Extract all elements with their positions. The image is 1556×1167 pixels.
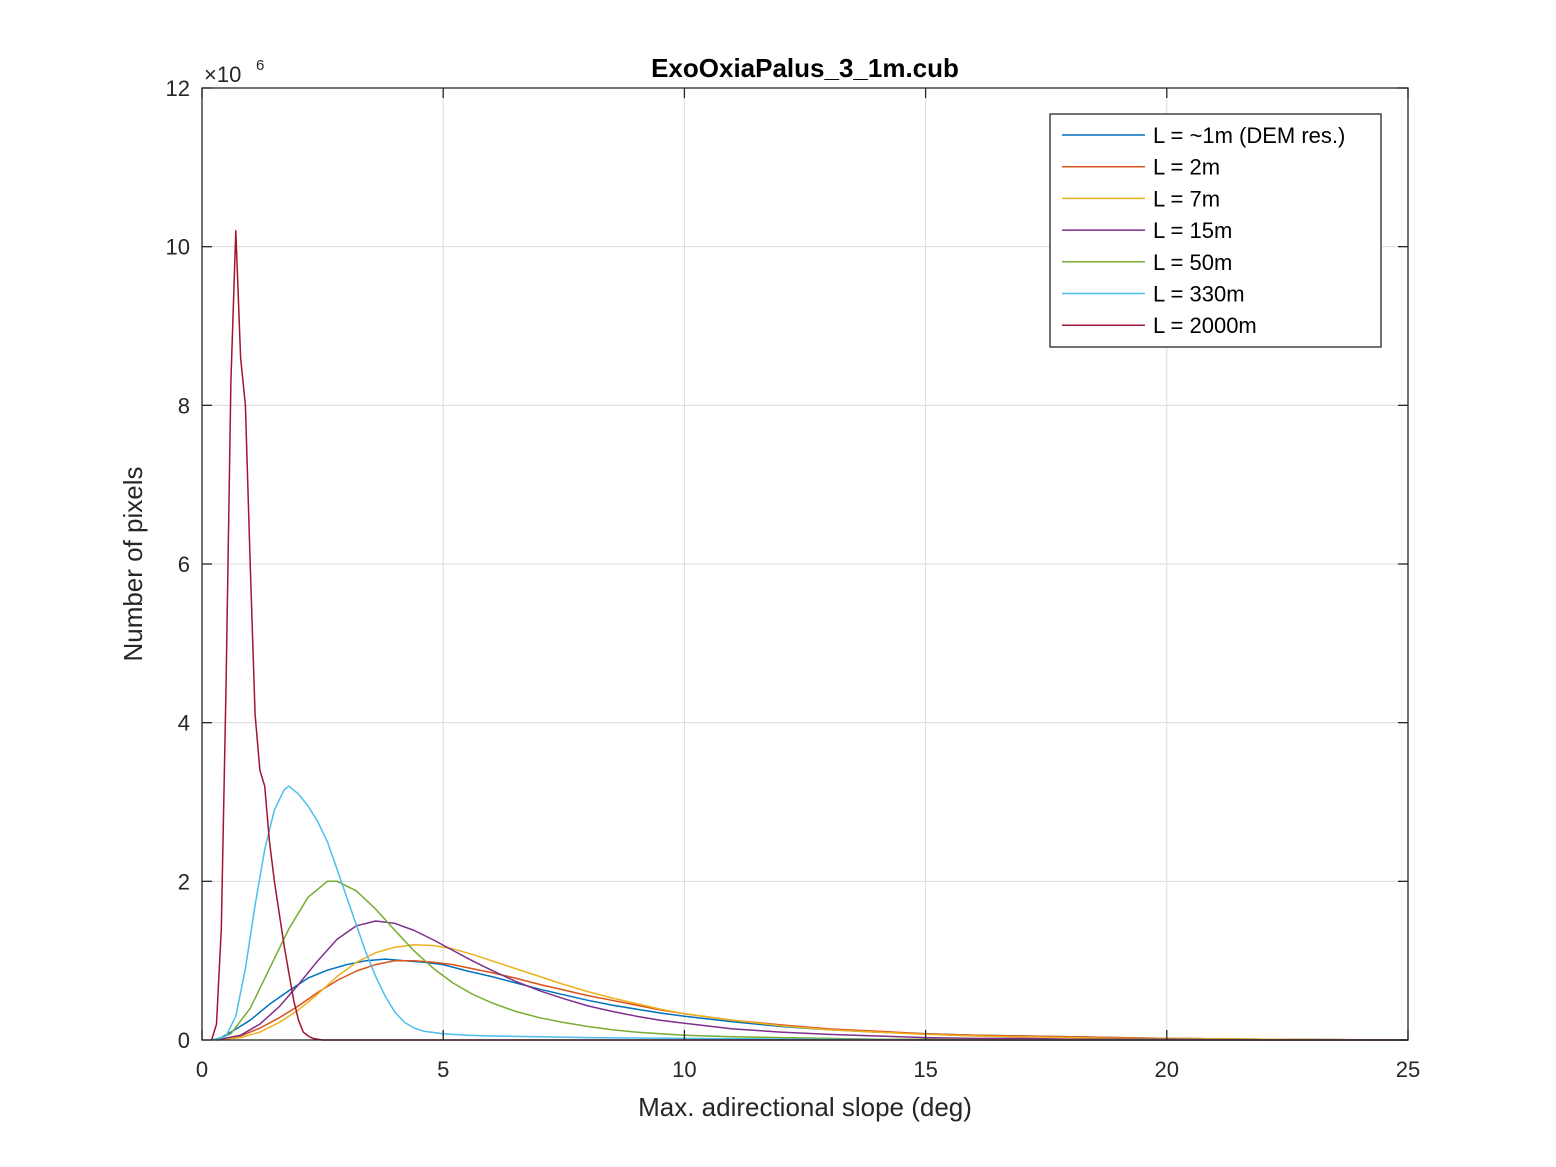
legend-label-6: L = 2000m: [1153, 313, 1257, 338]
y-tick-label: 2: [178, 869, 190, 894]
series-line-6: [210, 230, 1408, 1041]
series-line-4: [216, 880, 1408, 1041]
x-tick-label: 0: [196, 1057, 208, 1082]
y-tick-label: 4: [178, 711, 190, 736]
x-tick-label: 5: [437, 1057, 449, 1082]
series-line-3: [216, 920, 1408, 1041]
legend-label-0: L = ~1m (DEM res.): [1153, 123, 1345, 148]
legend-label-3: L = 15m: [1153, 218, 1232, 243]
legend-label-4: L = 50m: [1153, 250, 1232, 275]
y-multiplier-exponent: 6: [256, 57, 264, 74]
legend-label-5: L = 330m: [1153, 282, 1245, 307]
series-line-1: [216, 959, 1409, 1041]
legend-label-2: L = 7m: [1153, 186, 1220, 211]
y-multiplier-base: ×10: [204, 62, 241, 87]
y-tick-label: 8: [178, 393, 190, 418]
x-axis-label: Max. adirectional slope (deg): [638, 1092, 972, 1122]
ticks: 0 5 10 15 20 25 0 2 4 6 8 10 12: [166, 76, 1421, 1082]
series-line-5: [211, 785, 1408, 1041]
x-tick-label: 25: [1396, 1057, 1420, 1082]
y-tick-label: 12: [166, 76, 190, 101]
x-tick-label: 15: [913, 1057, 937, 1082]
y-tick-label: 0: [178, 1028, 190, 1053]
x-tick-label: 20: [1155, 1057, 1179, 1082]
chart-title: ExoOxiaPalus_3_1m.cub: [651, 53, 959, 83]
x-tick-label: 10: [672, 1057, 696, 1082]
y-axis-label: Number of pixels: [118, 466, 148, 661]
y-tick-label: 6: [178, 552, 190, 577]
y-multiplier: ×10 6: [204, 57, 264, 87]
legend-label-1: L = 2m: [1153, 155, 1220, 180]
series-line-2: [216, 944, 1409, 1041]
series-layer: [210, 230, 1409, 1041]
legend: L = ~1m (DEM res.) L = 2m L = 7m L = 15m L =…: [1049, 113, 1382, 348]
y-tick-label: 10: [166, 235, 190, 260]
